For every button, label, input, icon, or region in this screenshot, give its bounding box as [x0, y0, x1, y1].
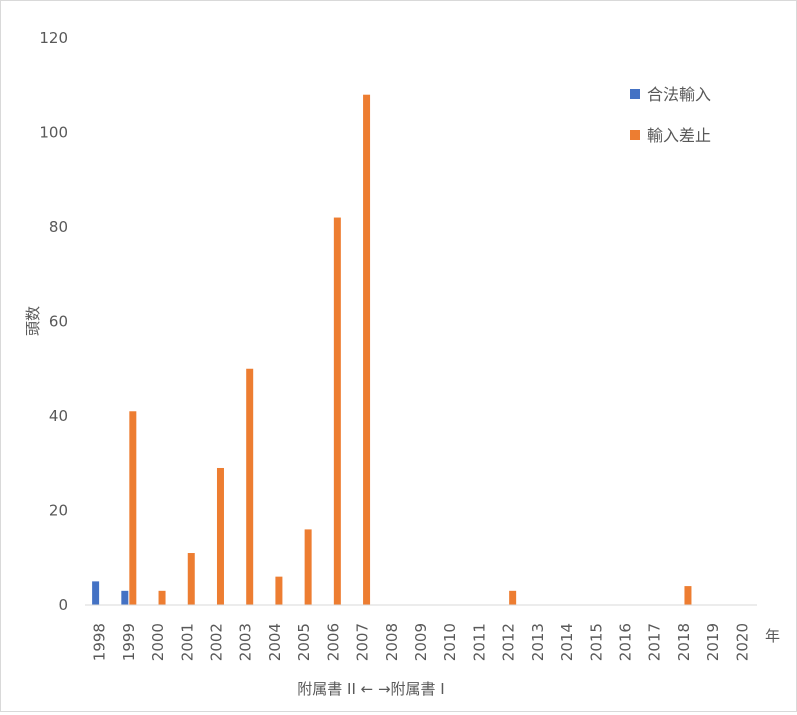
bar [684, 586, 692, 605]
legend-label: 合法輸入 [647, 85, 711, 104]
y-tick-label: 80 [49, 218, 68, 236]
y-tick-label: 100 [39, 124, 68, 142]
bar [363, 94, 371, 605]
x-tick-label: 2007 [354, 623, 372, 661]
y-tick-label: 0 [58, 596, 68, 614]
x-tick-label: 2016 [617, 623, 635, 661]
x-tick-label: 2003 [237, 623, 255, 661]
bar [333, 217, 341, 606]
y-tick-label: 40 [49, 407, 68, 425]
x-tick-label: 2014 [558, 623, 576, 661]
x-tick-label: 2013 [529, 623, 547, 661]
y-axis-label: 頭数 [24, 306, 42, 336]
bar [158, 590, 166, 605]
y-tick-label: 20 [49, 502, 68, 520]
bar [92, 581, 100, 605]
bar [121, 590, 129, 605]
bar [246, 368, 254, 605]
x-tick-label: 2012 [500, 623, 518, 661]
bar [129, 411, 137, 605]
bar [216, 467, 224, 605]
bar [275, 576, 283, 605]
legend-label: 輸入差止 [647, 126, 711, 145]
x-tick-label: 2019 [704, 623, 722, 661]
x-tick-label: 1999 [120, 623, 138, 661]
x-tick-label: 1998 [91, 623, 109, 661]
x-tick-label: 2002 [207, 623, 225, 661]
x-tick-label: 2008 [383, 623, 401, 661]
x-tick-label: 2020 [733, 623, 751, 661]
legend-swatch [630, 89, 640, 99]
legend-swatch [630, 130, 640, 140]
bar [509, 590, 517, 605]
bar [187, 553, 195, 605]
x-tick-label: 2011 [470, 623, 488, 661]
x-tick-label: 2017 [646, 623, 664, 661]
x-axis: 1998 1999 2000 2001 2002 2003 2004 2005 2006 2007… [91, 623, 752, 661]
x-tick-label: 2000 [149, 623, 167, 661]
x-tick-label: 2015 [587, 623, 605, 661]
x-axis-label: 年 [765, 627, 780, 645]
bars [92, 94, 692, 606]
y-tick-label: 60 [49, 313, 68, 331]
x-tick-label: 2005 [295, 623, 313, 661]
x-tick-label: 2009 [412, 623, 430, 661]
x-tick-label: 2006 [324, 623, 342, 661]
y-tick-label: 120 [39, 29, 68, 47]
x-tick-label: 2010 [441, 623, 459, 661]
x-tick-label: 2001 [178, 623, 196, 661]
bar [304, 529, 312, 605]
appendix-annotation: 附属書 II ← →附属書 I [297, 680, 444, 698]
y-axis: 0 20 40 60 80 100 120 [39, 29, 68, 614]
x-tick-label: 2018 [675, 623, 693, 661]
x-tick-label: 2004 [266, 623, 284, 661]
